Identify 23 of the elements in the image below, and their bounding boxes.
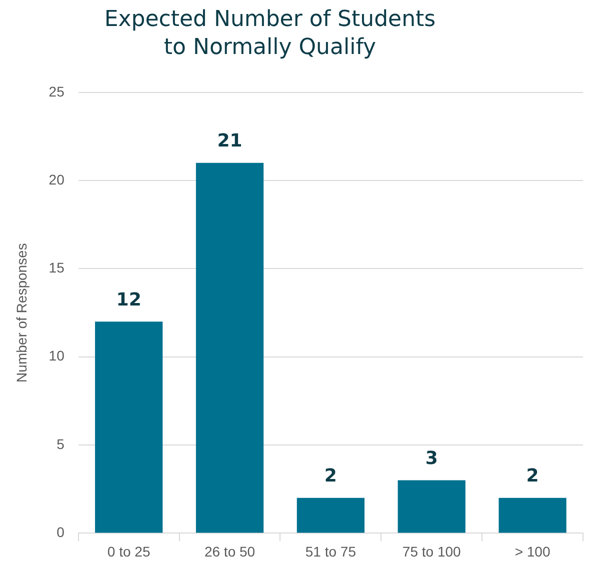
x-tick-label: 0 to 25: [107, 543, 150, 560]
x-tick-label: 51 to 75: [305, 543, 356, 560]
bar: [296, 498, 364, 533]
bar: [498, 498, 566, 533]
chart-title: Expected Number of Students to Normally Qualify: [103, 6, 437, 62]
data-label: 2: [526, 466, 539, 487]
bar: [95, 322, 163, 533]
data-label: 21: [217, 130, 242, 152]
data-label: 12: [116, 289, 142, 310]
y-tick-label: 5: [56, 436, 65, 452]
y-tick-label: 20: [48, 171, 65, 188]
y-tick-label: 0: [56, 524, 65, 540]
bar: [196, 162, 264, 533]
x-tick-label: 26 to 50: [204, 543, 256, 560]
x-tick-label: > 100: [514, 543, 550, 560]
y-tick-label: 15: [48, 260, 65, 276]
data-label: 2: [324, 466, 337, 487]
data-label: 3: [425, 448, 438, 469]
bar: [398, 480, 466, 533]
x-tick-label: 75 to 100: [402, 543, 462, 560]
y-tick-label: 10: [48, 348, 65, 364]
y-axis-title: Number of Responses: [13, 243, 30, 382]
y-tick-label: 25: [48, 83, 65, 100]
